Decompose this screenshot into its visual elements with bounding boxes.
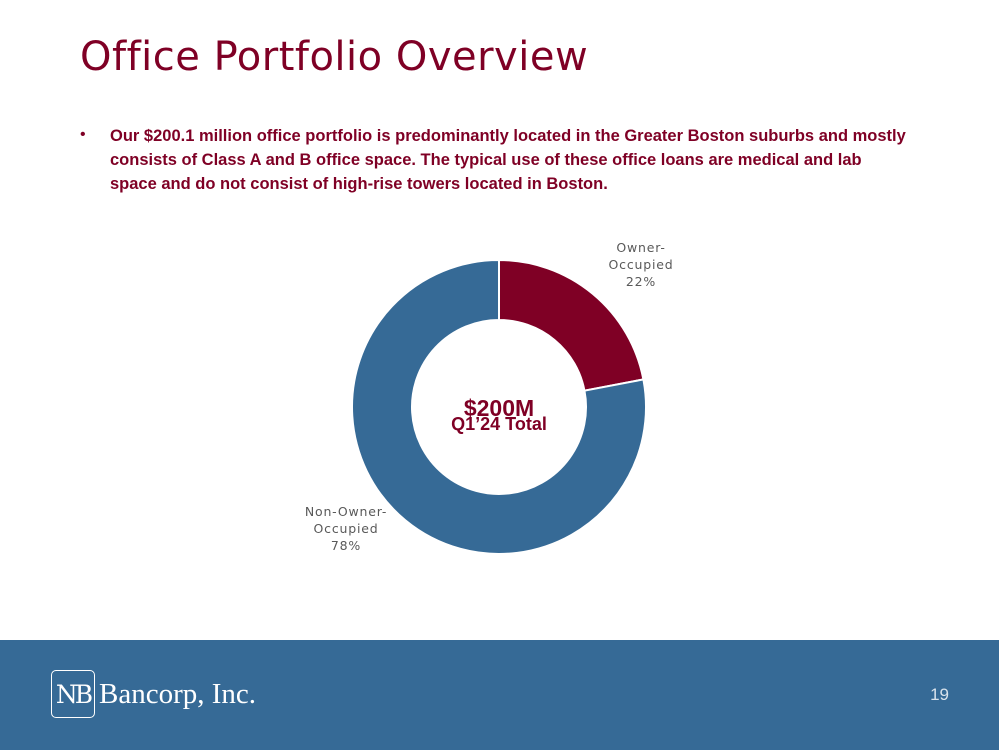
slice-label-1: Non-Owner- Occupied 78% xyxy=(305,504,387,553)
donut-labels: Owner- Occupied 22% Non-Owner- Occupied 78% xyxy=(305,240,674,553)
slice-label-line: 22% xyxy=(626,274,656,289)
center-total-value: $200M xyxy=(464,395,534,421)
donut-chart: Owner- Occupied 22% Non-Owner- Occupied 78% $… xyxy=(305,240,674,555)
logo-name: Bancorp, Inc. xyxy=(99,677,257,710)
slice-label-line: Owner- xyxy=(616,240,665,255)
page-title: Office Portfolio Overview xyxy=(80,34,589,80)
page-number: 19 xyxy=(930,685,949,704)
company-logo: NB Bancorp, Inc. xyxy=(51,670,256,718)
slice-label-0: Owner- Occupied 22% xyxy=(609,240,674,289)
center-total-label: Q1’24 Total xyxy=(451,414,547,434)
donut-slice-1 xyxy=(351,258,647,555)
slice-label-line: Occupied xyxy=(314,521,379,536)
bullet-item: • Our $200.1 million office portfolio is… xyxy=(80,124,910,196)
slice-label-line: 78% xyxy=(331,538,361,553)
slice-label-line: Occupied xyxy=(609,257,674,272)
footer-bar: NB Bancorp, Inc. 19 xyxy=(0,640,999,750)
donut-slice-0 xyxy=(498,258,645,392)
logo-mark: NB xyxy=(51,670,95,718)
bullet-text: Our $200.1 million office portfolio is p… xyxy=(110,127,906,193)
slice-label-line: Non-Owner- xyxy=(305,504,387,519)
donut-slices xyxy=(351,258,647,555)
bullet-symbol: • xyxy=(80,126,86,143)
